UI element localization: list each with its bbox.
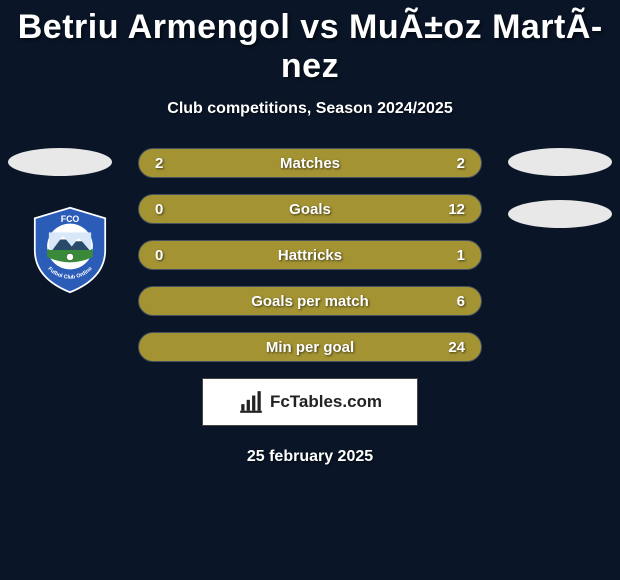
page-title: Betriu Armengol vs MuÃ±oz MartÃ­nez bbox=[0, 8, 620, 86]
stat-right-value: 6 bbox=[435, 293, 465, 310]
stat-rows: 2 Matches 2 0 Goals 12 0 Hattricks 1 Goa… bbox=[138, 148, 482, 362]
brand-text: FcTables.com bbox=[270, 392, 382, 412]
stat-right-value: 12 bbox=[435, 201, 465, 218]
brand-box: FcTables.com bbox=[202, 378, 418, 426]
stat-right-value: 2 bbox=[435, 155, 465, 172]
brand-prefix: Fc bbox=[270, 392, 290, 411]
footer-date: 25 february 2025 bbox=[0, 448, 620, 466]
svg-text:FCO: FCO bbox=[61, 214, 80, 224]
player-photo-placeholder-left bbox=[8, 148, 112, 176]
stat-left-value: 0 bbox=[155, 247, 185, 264]
stat-label: Goals bbox=[289, 201, 331, 218]
player-photo-placeholder-right-2 bbox=[508, 200, 612, 228]
stat-label: Goals per match bbox=[251, 293, 369, 310]
stat-right-value: 1 bbox=[435, 247, 465, 264]
stat-row-goals-per-match: Goals per match 6 bbox=[138, 286, 482, 316]
player-photo-placeholder-right-1 bbox=[508, 148, 612, 176]
stat-label: Hattricks bbox=[278, 247, 342, 264]
bar-chart-icon bbox=[238, 389, 264, 415]
stat-row-goals: 0 Goals 12 bbox=[138, 194, 482, 224]
club-badge: FCO Futbol Club Ordino bbox=[26, 206, 114, 294]
stat-right-value: 24 bbox=[435, 339, 465, 356]
stat-row-hattricks: 0 Hattricks 1 bbox=[138, 240, 482, 270]
infographic-container: Betriu Armengol vs MuÃ±oz MartÃ­nez Club… bbox=[0, 0, 620, 466]
stat-left-value: 2 bbox=[155, 155, 185, 172]
page-subtitle: Club competitions, Season 2024/2025 bbox=[0, 100, 620, 118]
stat-row-matches: 2 Matches 2 bbox=[138, 148, 482, 178]
stat-label: Min per goal bbox=[266, 339, 354, 356]
stat-left-value: 0 bbox=[155, 201, 185, 218]
stats-area: FCO Futbol Club Ordino 2 Matches 2 0 Goa… bbox=[0, 148, 620, 466]
brand-suffix: Tables.com bbox=[290, 392, 382, 411]
club-crest-icon: FCO Futbol Club Ordino bbox=[26, 206, 114, 294]
stat-label: Matches bbox=[280, 155, 340, 172]
stat-row-min-per-goal: Min per goal 24 bbox=[138, 332, 482, 362]
